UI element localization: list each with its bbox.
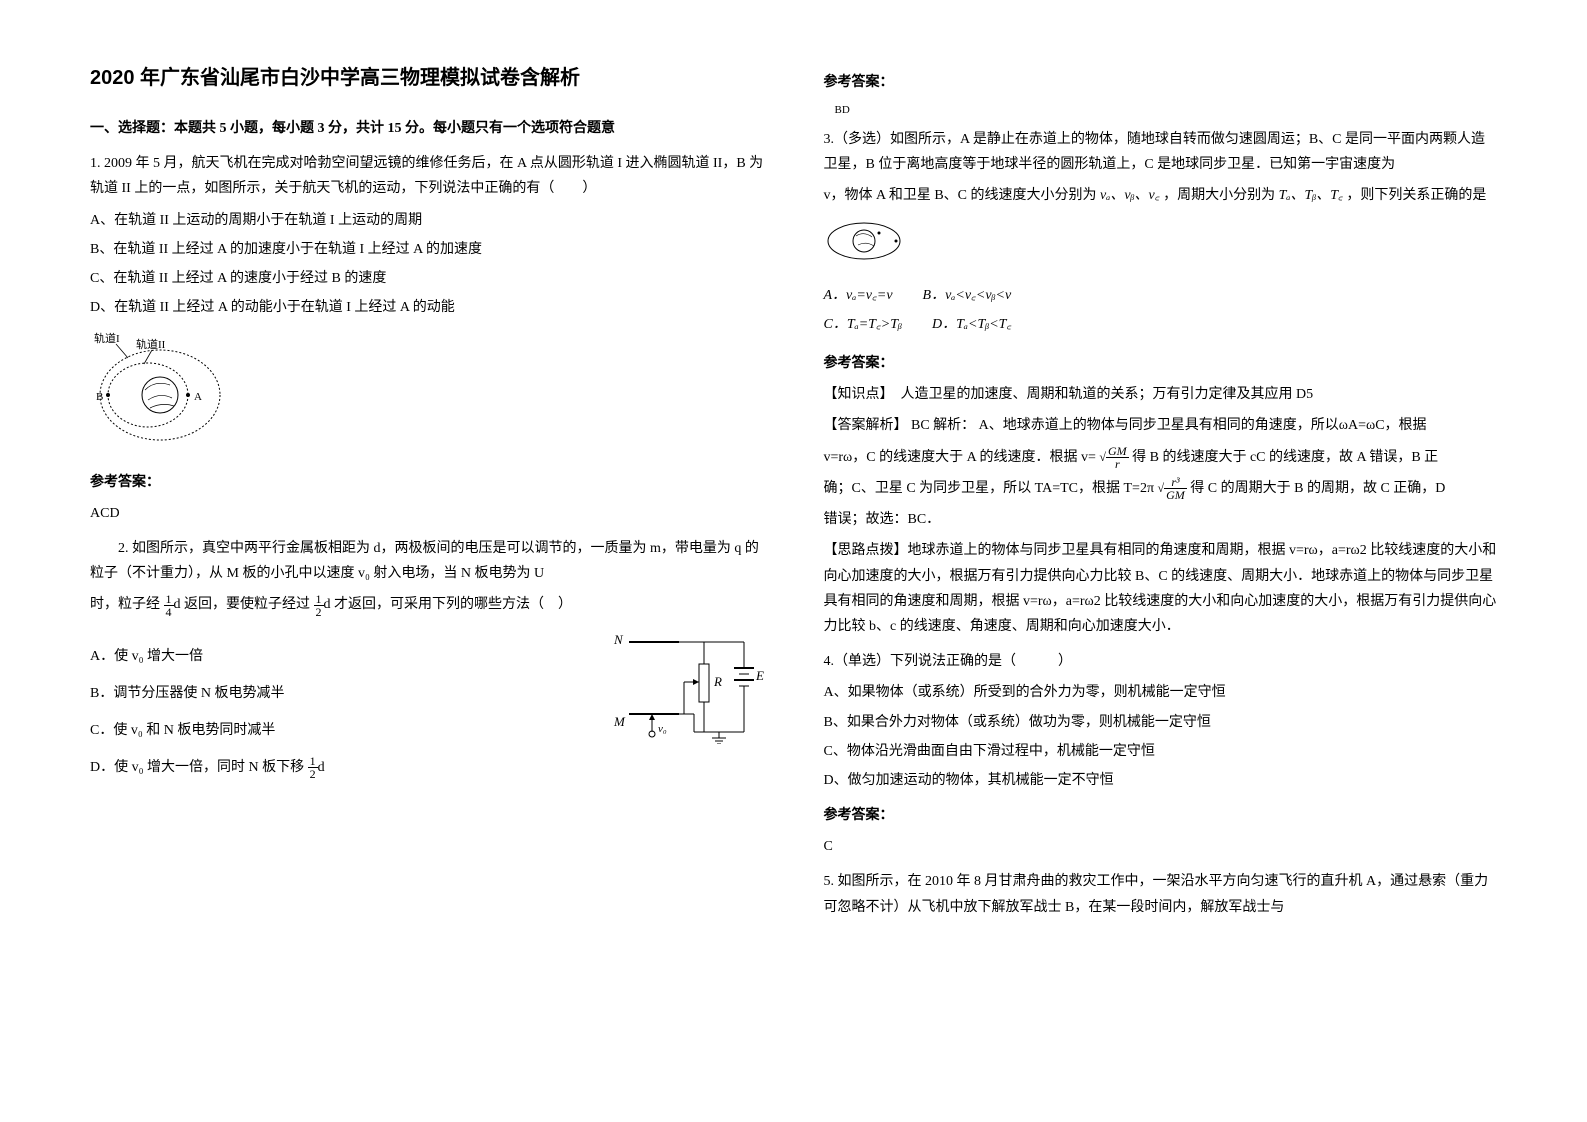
q4-answer: C [824, 834, 1498, 859]
q2-frac2-suf: d [324, 597, 331, 612]
q2-text2a: 时，粒子经 [90, 597, 164, 612]
q1-orbit-diagram: A B 轨道I 轨道II [90, 330, 764, 459]
q3-answer-label: 参考答案： [824, 351, 1498, 376]
q2-frac2: 12 [314, 593, 324, 618]
q4-opt-b: B、如果合外力对物体（或系统）做功为零，则机械能一定守恒 [824, 710, 1498, 735]
svg-text:N: N [613, 632, 624, 647]
q2-text2: 时，粒子经 14d 返回，要使粒子经过 12d 才返回，可采用下列的哪些方法（ … [90, 592, 764, 617]
q5-text: 5. 如图所示，在 2010 年 8 月甘肃舟曲的救灾工作中，一架沿水平方向匀速… [824, 869, 1498, 919]
q2-fracd-suf: d [318, 760, 325, 775]
page-title: 2020 年广东省汕尾市白沙中学高三物理模拟试卷含解析 [90, 60, 764, 96]
q3-text2a: v，物体 A 和卫星 B、C 的线速度大小分别为 [824, 188, 1101, 203]
orbit-label-ii: 轨道II [136, 337, 166, 351]
q2-answer: BD [824, 101, 1498, 121]
q2-opt-d: D．使 v₀ 增大一倍，同时 N 板下移 12d [90, 755, 764, 780]
q2-text1: 2. 如图所示，真空中两平行金属板相距为 d，两极板间的电压是可以调节的，一质量… [90, 536, 764, 586]
q3-knowledge: 【知识点】 人造卫星的加速度、周期和轨道的关系；万有引力定律及其应用 D5 [824, 382, 1498, 407]
q3-text2b: ，周期大小分别为 [1163, 188, 1279, 203]
q2-text2b: 返回，要使粒子经过 [184, 597, 314, 612]
q1-opt-c: C、在轨道 II 上经过 A 的速度小于经过 B 的速度 [90, 266, 764, 291]
q3-a2a: v=rω，C 的线速度大于 A 的线速度．根据 v= [824, 450, 1100, 465]
q3-a3a: 确；C、卫星 C 为同步卫星，所以 TA=TC，根据 T=2π [824, 481, 1155, 496]
q1-opt-b: B、在轨道 II 上经过 A 的加速度小于在轨道 I 上经过 A 的加速度 [90, 237, 764, 262]
q3-opt-d: D．Tₐ<Tᵦ<T꜀ [932, 312, 1011, 337]
q3-opts-row1: A．vₐ=v꜀=v B．vₐ<v꜀<vᵦ<v [824, 283, 1498, 312]
left-column: 2020 年广东省汕尾市白沙中学高三物理模拟试卷含解析 一、选择题：本题共 5 … [90, 60, 764, 1062]
q2-answer-label: 参考答案： [824, 70, 1498, 95]
question-3: 3.（多选）如图所示，A 是静止在赤道上的物体，随地球自转而做匀速圆周运；B、C… [824, 127, 1498, 639]
right-column: 参考答案： BD 3.（多选）如图所示，A 是静止在赤道上的物体，随地球自转而做… [824, 60, 1498, 1062]
q3-hint: 【思路点拨】地球赤道上的物体与同步卫星具有相同的角速度和周期，根据 v=rω，a… [824, 538, 1498, 639]
q1-answer: ACD [90, 501, 764, 526]
q2-circuit-diagram: N M v₀ R [584, 624, 764, 744]
q3-opt-a: A．vₐ=v꜀=v [824, 283, 893, 308]
q3-analysis4: 错误；故选：BC． [824, 507, 1498, 532]
q3-sqrt1: GMr [1106, 445, 1129, 470]
svg-text:M: M [613, 714, 626, 729]
q3-analysis2: v=rω，C 的线速度大于 A 的线速度．根据 v= √GMr 得 B 的线速度… [824, 445, 1498, 470]
q3-analysis1: 【答案解析】 BC 解析： A、地球赤道上的物体与同步卫星具有相同的角速度，所以… [824, 413, 1498, 438]
orbit-label-a: A [194, 391, 202, 403]
q2-text2c: 才返回，可采用下列的哪些方法（ ） [334, 597, 572, 612]
q1-answer-label: 参考答案： [90, 470, 764, 495]
q3-text2c: ，则下列关系正确的是 [1346, 188, 1486, 203]
question-1: 1. 2009 年 5 月，航天飞机在完成对哈勃空间望远镜的维修任务后，在 A … [90, 151, 764, 526]
q2-fracd: 12 [308, 755, 318, 780]
svg-text:E: E [755, 668, 764, 683]
question-2: 2. 如图所示，真空中两平行金属板相距为 d，两极板间的电压是可以调节的，一质量… [90, 536, 764, 785]
q3-sqrt2: r³GM [1164, 476, 1187, 501]
question-5: 5. 如图所示，在 2010 年 8 月甘肃舟曲的救灾工作中，一架沿水平方向匀速… [824, 869, 1498, 919]
section-header: 一、选择题：本题共 5 小题，每小题 3 分，共计 15 分。每小题只有一个选项… [90, 116, 764, 141]
q2-frac1-suf: d [174, 597, 181, 612]
q3-text1: 3.（多选）如图所示，A 是静止在赤道上的物体，随地球自转而做匀速圆周运；B、C… [824, 127, 1498, 177]
q3-vars2: Tₐ、Tᵦ、T꜀ [1279, 188, 1343, 203]
q4-opt-c: C、物体沿光滑曲面自由下滑过程中，机械能一定守恒 [824, 739, 1498, 764]
q3-vars1: vₐ、vᵦ、v꜀ [1100, 188, 1160, 203]
q4-text: 4.（单选）下列说法正确的是（ ） [824, 649, 1498, 674]
q1-opt-a: A、在轨道 II 上运动的周期小于在轨道 I 上运动的周期 [90, 208, 764, 233]
svg-text:R: R [713, 674, 722, 689]
q3-text2: v，物体 A 和卫星 B、C 的线速度大小分别为 vₐ、vᵦ、v꜀ ，周期大小分… [824, 183, 1498, 208]
q2-optd-a: D．使 v₀ 增大一倍，同时 N 板下移 [90, 760, 308, 775]
q3-opt-b: B．vₐ<v꜀<vᵦ<v [923, 283, 1012, 308]
q1-opt-d: D、在轨道 II 上经过 A 的动能小于在轨道 I 上经过 A 的动能 [90, 295, 764, 320]
orbit-label-b: B [96, 391, 103, 403]
q4-answer-label: 参考答案： [824, 803, 1498, 828]
orbit-label-i: 轨道I [94, 331, 120, 345]
q4-opt-d: D、做匀加速运动的物体，其机械能一定不守恒 [824, 768, 1498, 793]
q2-frac1: 14 [164, 593, 174, 618]
svg-text:v₀: v₀ [658, 723, 667, 735]
q3-earth-diagram [824, 219, 1498, 273]
q3-opt-c: C．Tₐ=T꜀>Tᵦ [824, 312, 903, 337]
q3-a3b: 得 C 的周期大于 B 的周期，故 C 正确，D [1190, 481, 1445, 496]
q3-a2b: 得 B 的线速度大于 cC 的线速度，故 A 错误，B 正 [1132, 450, 1438, 465]
q1-text: 1. 2009 年 5 月，航天飞机在完成对哈勃空间望远镜的维修任务后，在 A … [90, 151, 764, 201]
question-4: 4.（单选）下列说法正确的是（ ） A、如果物体（或系统）所受到的合外力为零，则… [824, 649, 1498, 859]
q3-analysis3: 确；C、卫星 C 为同步卫星，所以 TA=TC，根据 T=2π √r³GM 得 … [824, 476, 1498, 501]
q3-opts-row2: C．Tₐ=T꜀>Tᵦ D．Tₐ<Tᵦ<T꜀ [824, 312, 1498, 341]
q4-opt-a: A、如果物体（或系统）所受到的合外力为零，则机械能一定守恒 [824, 680, 1498, 705]
